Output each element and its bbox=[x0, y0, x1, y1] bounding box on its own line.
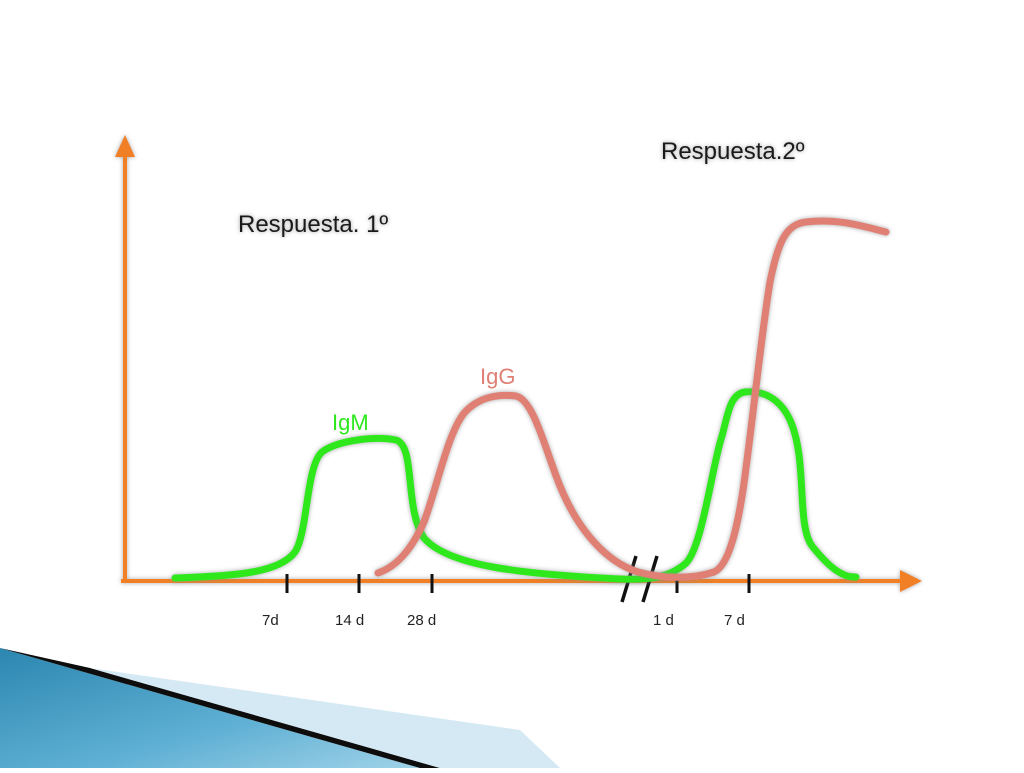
igm-curve bbox=[171, 388, 860, 583]
tick-marks bbox=[285, 574, 751, 593]
tick-label: 14 d bbox=[335, 612, 365, 629]
decorative-banner bbox=[0, 648, 560, 768]
tick-label: 28 d bbox=[407, 612, 437, 629]
y-axis-arrow bbox=[115, 135, 135, 157]
igm-label: IgM bbox=[332, 410, 369, 435]
secondary-response-title: Respuesta.2º bbox=[661, 138, 805, 165]
primary-response-title: Respuesta. 1º bbox=[238, 211, 389, 238]
tick-label: 1 d bbox=[653, 612, 674, 629]
axes bbox=[115, 135, 922, 592]
igg-label: IgG bbox=[480, 364, 516, 389]
x-axis-arrow bbox=[900, 570, 922, 592]
igg-curve bbox=[374, 217, 890, 581]
tick-label: 7 d bbox=[724, 612, 745, 629]
tick-label: 7d bbox=[262, 612, 279, 629]
